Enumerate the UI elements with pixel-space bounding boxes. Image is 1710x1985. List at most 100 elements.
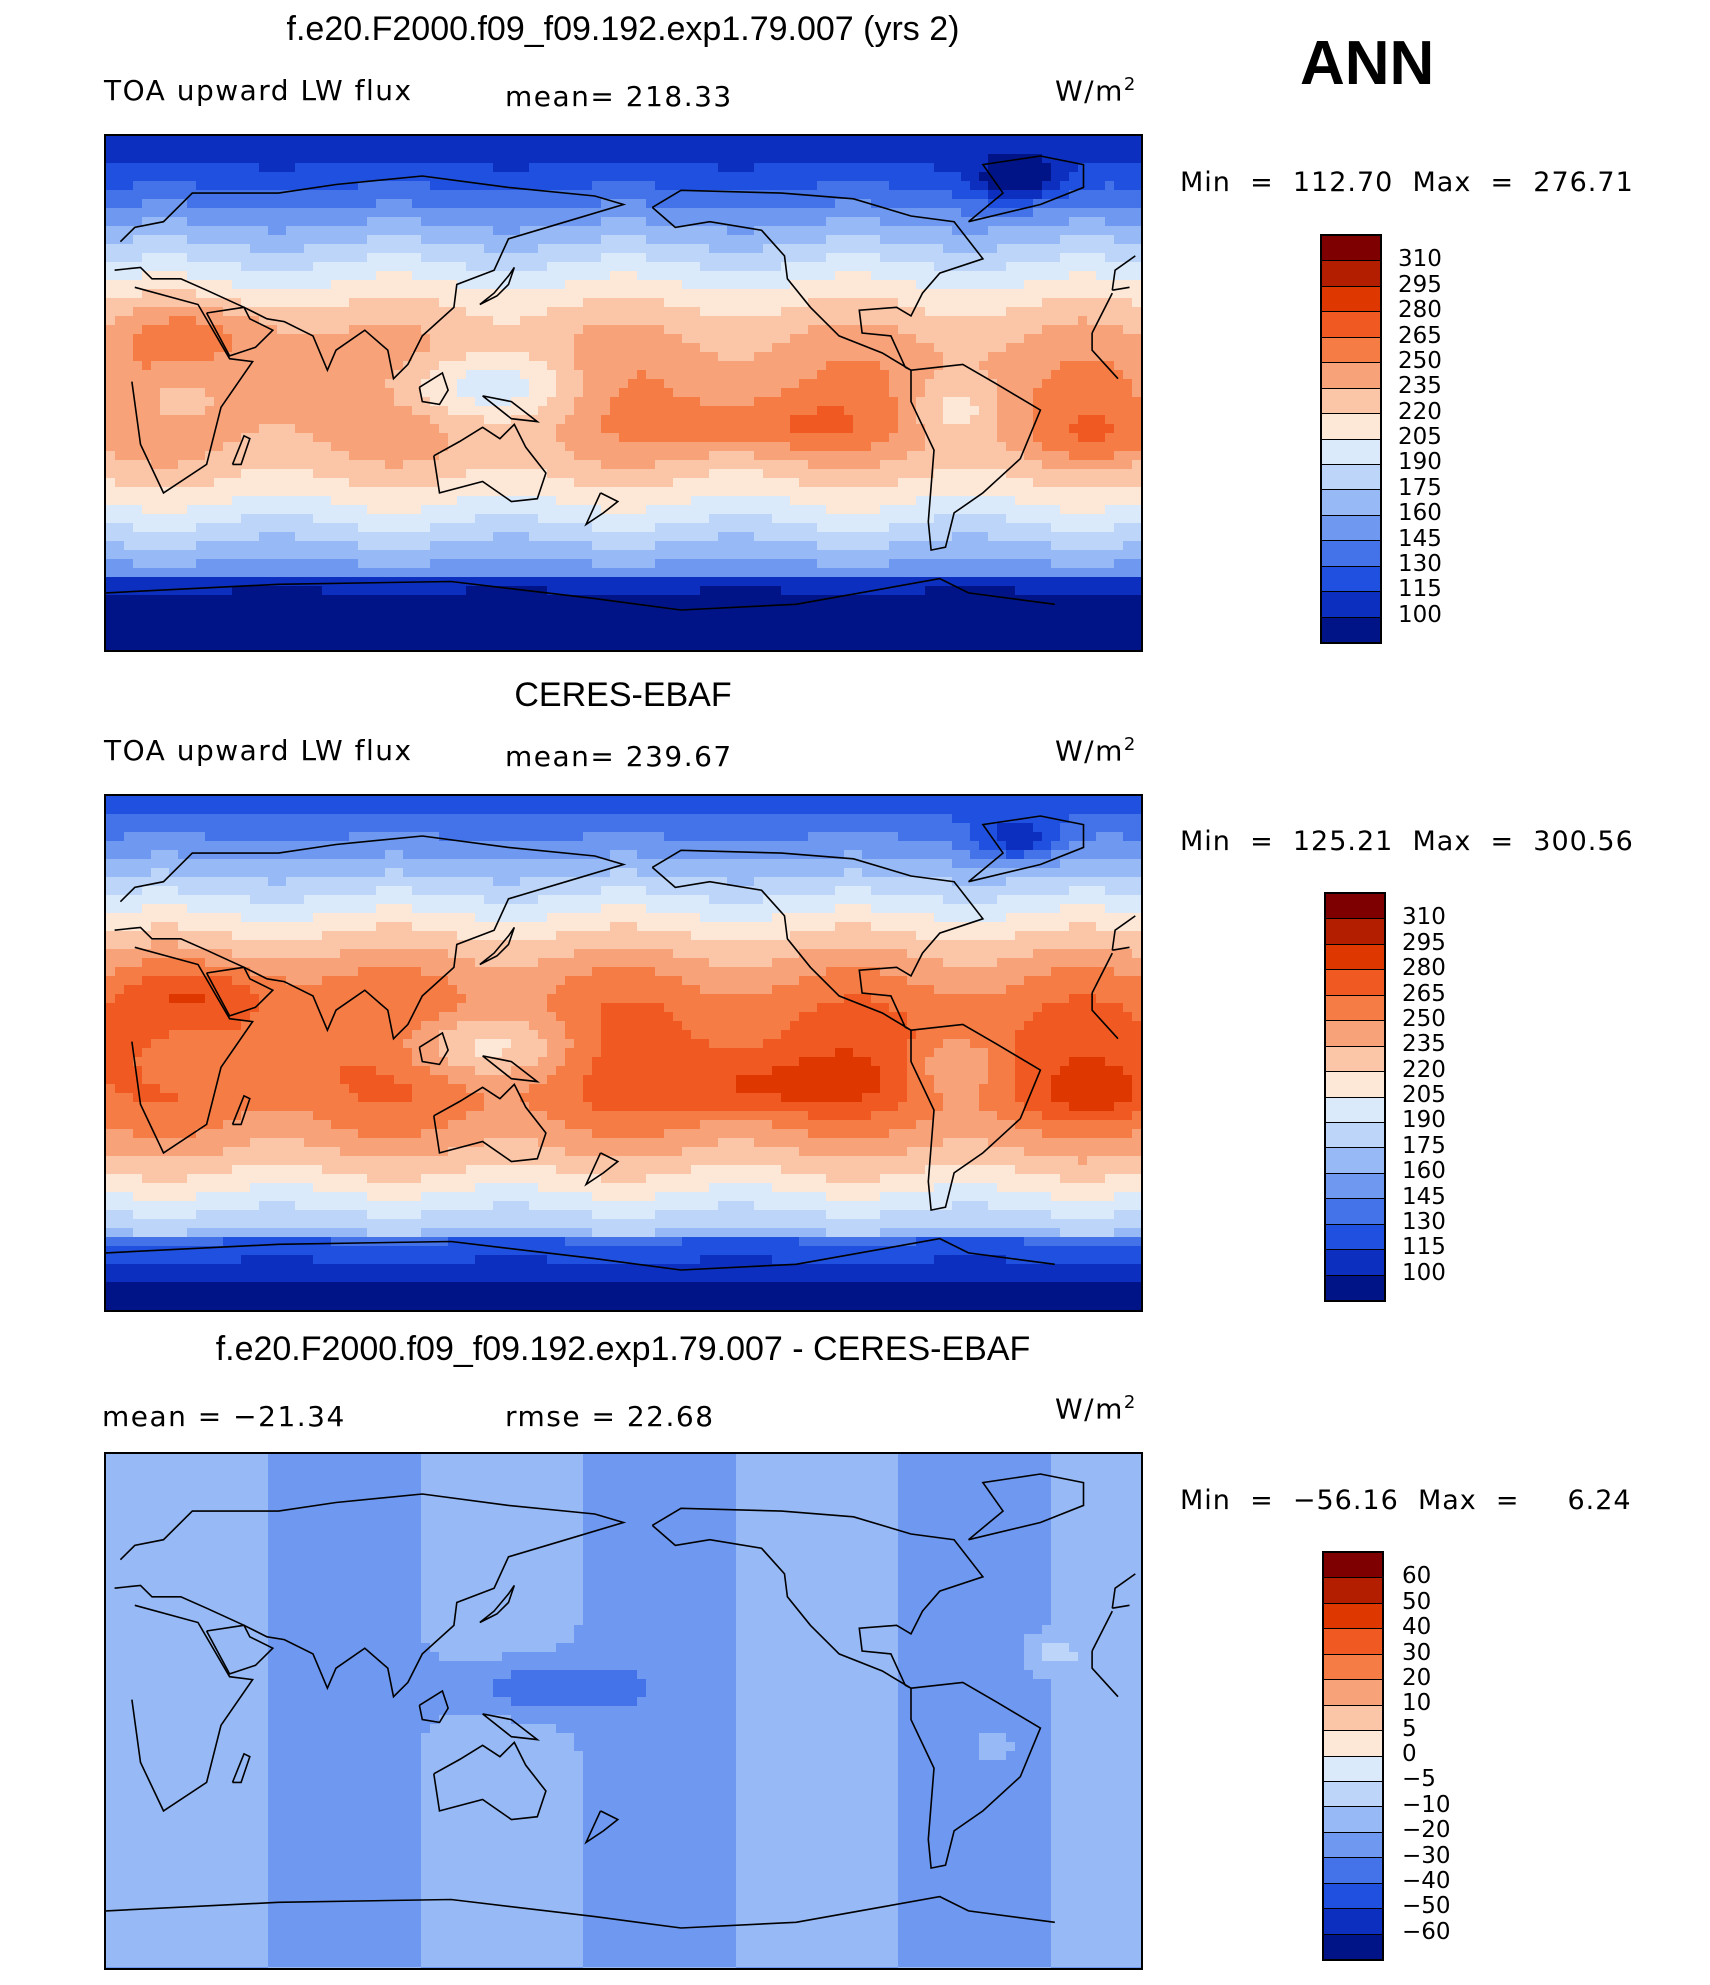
colorbar-cell bbox=[1322, 311, 1380, 337]
colorbar-cell bbox=[1326, 1020, 1384, 1046]
colorbar-cell bbox=[1322, 489, 1380, 515]
colorbar-cell bbox=[1326, 1249, 1384, 1275]
colorbar-tick-label: 190 bbox=[1398, 449, 1442, 475]
colorbar-cell bbox=[1326, 1121, 1384, 1148]
coastlines bbox=[106, 1473, 1136, 1929]
colorbar-cell bbox=[1322, 260, 1380, 286]
colorbar-tick-label: 205 bbox=[1402, 1082, 1446, 1108]
colorbar-tick-label: −30 bbox=[1402, 1843, 1451, 1869]
colorbar-cell bbox=[1326, 918, 1384, 944]
colorbar-cell bbox=[1324, 1755, 1382, 1781]
colorbar-tick-label: 160 bbox=[1402, 1158, 1446, 1184]
panel-2-minmax: Min = 125.21 Max = 300.56 bbox=[1180, 826, 1634, 857]
colorbar-cell bbox=[1326, 1096, 1384, 1122]
colorbar-cell bbox=[1326, 1223, 1384, 1250]
colorbar-cell bbox=[1324, 1679, 1382, 1705]
panel-1-colorbar bbox=[1320, 234, 1382, 644]
colorbar-tick-label: 50 bbox=[1402, 1589, 1431, 1615]
colorbar-tick-label: 100 bbox=[1402, 1260, 1446, 1286]
colorbar-tick-label: 295 bbox=[1402, 930, 1446, 956]
panel-1-left-label: TOA upward LW flux bbox=[104, 74, 413, 107]
colorbar-tick-label: 220 bbox=[1398, 399, 1442, 425]
panel-2-mean-label: mean= 239.67 bbox=[505, 740, 733, 773]
colorbar-cell bbox=[1322, 236, 1380, 261]
colorbar-cell bbox=[1326, 1274, 1384, 1300]
colorbar-cell bbox=[1326, 1172, 1384, 1199]
colorbar-tick-label: −5 bbox=[1402, 1766, 1436, 1792]
panel-2-map bbox=[104, 794, 1143, 1312]
colorbar-tick-label: −50 bbox=[1402, 1893, 1451, 1919]
colorbar-tick-label: 30 bbox=[1402, 1640, 1431, 1666]
colorbar-tick-label: 310 bbox=[1402, 904, 1446, 930]
colorbar-tick-label: 130 bbox=[1402, 1209, 1446, 1235]
colorbar-tick-label: 160 bbox=[1398, 500, 1442, 526]
colorbar-cell bbox=[1326, 1071, 1384, 1097]
colorbar-tick-label: 20 bbox=[1402, 1665, 1431, 1691]
colorbar-cell bbox=[1322, 616, 1380, 642]
colorbar-tick-label: 250 bbox=[1398, 348, 1442, 374]
colorbar-tick-label: 40 bbox=[1402, 1614, 1431, 1640]
panel-1-minmax: Min = 112.70 Max = 276.71 bbox=[1180, 167, 1634, 198]
colorbar-cell bbox=[1322, 362, 1380, 388]
panel-1-map bbox=[104, 134, 1143, 652]
panel-3-mean-label: mean = −21.34 bbox=[102, 1400, 346, 1433]
colorbar-cell bbox=[1322, 565, 1380, 592]
colorbar-tick-label: 310 bbox=[1398, 246, 1442, 272]
colorbar-cell bbox=[1322, 438, 1380, 464]
field-cells bbox=[106, 136, 1141, 650]
panel-1-mean-label: mean= 218.33 bbox=[505, 80, 733, 113]
colorbar-tick-label: 100 bbox=[1398, 602, 1442, 628]
colorbar-tick-label: 145 bbox=[1398, 526, 1442, 552]
colorbar-tick-label: 175 bbox=[1398, 475, 1442, 501]
colorbar-tick-label: 115 bbox=[1398, 576, 1442, 602]
colorbar-cell bbox=[1324, 1577, 1382, 1603]
colorbar-tick-label: 220 bbox=[1402, 1057, 1446, 1083]
colorbar-cell bbox=[1324, 1882, 1382, 1909]
colorbar-cell bbox=[1326, 894, 1384, 919]
colorbar-cell bbox=[1324, 1908, 1382, 1934]
colorbar-cell bbox=[1324, 1704, 1382, 1731]
season-label: ANN bbox=[1300, 28, 1434, 99]
colorbar-tick-label: 115 bbox=[1402, 1234, 1446, 1260]
colorbar-tick-label: −40 bbox=[1402, 1868, 1451, 1894]
colorbar-cell bbox=[1326, 969, 1384, 995]
panel-3-units: W/m2 bbox=[1055, 1392, 1137, 1425]
colorbar-tick-label: 5 bbox=[1402, 1716, 1417, 1742]
panel-1-title: f.e20.F2000.f09_f09.192.exp1.79.007 (yrs… bbox=[287, 10, 960, 49]
coastlines bbox=[106, 815, 1136, 1271]
colorbar-cell bbox=[1322, 591, 1380, 617]
panel-3-map bbox=[104, 1452, 1143, 1970]
panel-3-title: f.e20.F2000.f09_f09.192.exp1.79.007 - CE… bbox=[216, 1330, 1031, 1369]
colorbar-tick-label: 235 bbox=[1398, 373, 1442, 399]
colorbar-tick-label: −60 bbox=[1402, 1919, 1451, 1945]
colorbar-cell bbox=[1324, 1730, 1382, 1756]
colorbar-tick-label: −20 bbox=[1402, 1817, 1451, 1843]
colorbar-cell bbox=[1326, 994, 1384, 1021]
colorbar-cell bbox=[1324, 1831, 1382, 1858]
colorbar-tick-label: 130 bbox=[1398, 551, 1442, 577]
colorbar-tick-label: 175 bbox=[1402, 1133, 1446, 1159]
panel-2-colorbar bbox=[1324, 892, 1386, 1302]
colorbar-cell bbox=[1322, 285, 1380, 312]
colorbar-cell bbox=[1324, 1653, 1382, 1680]
colorbar-tick-label: 250 bbox=[1402, 1006, 1446, 1032]
colorbar-cell bbox=[1324, 1602, 1382, 1629]
panel-3-minmax: Min = −56.16 Max = 6.24 bbox=[1180, 1485, 1632, 1516]
panel-2-units: W/m2 bbox=[1055, 734, 1137, 767]
colorbar-tick-label: −10 bbox=[1402, 1792, 1451, 1818]
colorbar-tick-label: 295 bbox=[1398, 272, 1442, 298]
colorbar-cell bbox=[1324, 1933, 1382, 1959]
colorbar-tick-label: 265 bbox=[1398, 323, 1442, 349]
coastlines bbox=[106, 155, 1136, 611]
colorbar-tick-label: 205 bbox=[1398, 424, 1442, 450]
colorbar-cell bbox=[1322, 387, 1380, 414]
colorbar-tick-label: 60 bbox=[1402, 1563, 1431, 1589]
colorbar-cell bbox=[1326, 943, 1384, 970]
colorbar-cell bbox=[1324, 1553, 1382, 1578]
colorbar-tick-label: 280 bbox=[1398, 297, 1442, 323]
colorbar-cell bbox=[1322, 514, 1380, 541]
colorbar-cell bbox=[1326, 1198, 1384, 1224]
colorbar-cell bbox=[1324, 1628, 1382, 1654]
colorbar-cell bbox=[1324, 1806, 1382, 1832]
colorbar-cell bbox=[1322, 540, 1380, 566]
